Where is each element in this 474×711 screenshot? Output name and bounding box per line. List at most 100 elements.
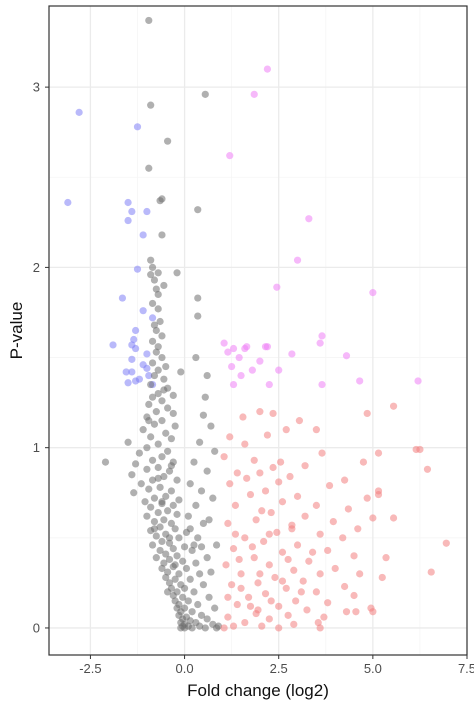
point-not-significant [148, 337, 157, 345]
point-not-significant [152, 554, 160, 562]
point-up-fold-change [250, 554, 258, 562]
point-not-significant [203, 371, 211, 380]
point-not-significant [158, 498, 166, 506]
point-up-fold-change [244, 593, 253, 601]
point-up-fold-change [231, 530, 240, 538]
point-not-significant [173, 552, 181, 560]
y-axis-label: P-value [7, 302, 26, 360]
point-up-fold-change [318, 449, 326, 457]
point-up-fold-change [325, 481, 334, 490]
point-not-significant [147, 101, 155, 109]
point-not-significant [150, 276, 159, 284]
point-down-significant [143, 364, 151, 372]
point-up-fold-change [275, 478, 283, 486]
point-up-significant [229, 344, 238, 353]
point-not-significant [197, 543, 206, 551]
point-up-significant [342, 352, 351, 360]
point-up-significant [369, 289, 377, 297]
point-not-significant [194, 600, 202, 609]
point-up-significant [273, 283, 281, 291]
point-up-significant [235, 353, 243, 362]
point-not-significant [158, 453, 166, 461]
point-up-fold-change [324, 599, 332, 607]
point-not-significant [101, 458, 110, 466]
point-not-significant [177, 368, 185, 376]
point-up-significant [248, 366, 256, 374]
point-not-significant [141, 498, 149, 506]
point-not-significant [192, 353, 200, 362]
point-up-fold-change [363, 409, 371, 418]
point-up-fold-change [250, 456, 258, 464]
point-not-significant [150, 420, 159, 428]
point-up-significant [293, 256, 302, 264]
point-down-significant [128, 368, 136, 376]
point-up-fold-change [224, 593, 232, 601]
point-not-significant [124, 438, 132, 446]
point-up-fold-change [416, 445, 424, 454]
point-up-significant [256, 357, 264, 365]
point-not-significant [147, 503, 155, 511]
point-up-fold-change [374, 490, 383, 499]
point-up-fold-change [231, 501, 240, 509]
point-not-significant [188, 546, 196, 555]
point-not-significant [145, 485, 153, 493]
point-not-significant [152, 285, 160, 293]
point-up-fold-change [290, 566, 298, 574]
point-up-fold-change [246, 602, 255, 610]
point-not-significant [156, 317, 164, 326]
point-up-fold-change [305, 557, 313, 565]
point-up-fold-change [297, 588, 305, 596]
point-not-significant [175, 534, 183, 542]
point-not-significant [150, 371, 159, 380]
point-down-significant [143, 207, 151, 216]
point-not-significant [205, 516, 213, 524]
point-not-significant [179, 557, 187, 565]
point-not-significant [154, 390, 162, 398]
point-not-significant [160, 281, 168, 290]
point-down-significant [143, 350, 151, 358]
point-up-fold-change [267, 508, 275, 517]
point-up-fold-change [423, 465, 432, 473]
point-not-significant [128, 471, 136, 479]
point-not-significant [196, 622, 204, 630]
point-up-fold-change [256, 570, 264, 578]
point-not-significant [158, 417, 166, 425]
point-up-fold-change [427, 568, 435, 576]
point-not-significant [135, 449, 143, 457]
point-not-significant [154, 290, 162, 299]
point-up-fold-change [233, 469, 241, 477]
point-up-fold-change [303, 606, 311, 614]
point-up-significant [318, 332, 326, 340]
point-not-significant [148, 263, 157, 271]
point-down-significant [122, 368, 130, 376]
point-up-fold-change [389, 402, 398, 410]
x-axis-label: Fold change (log2) [187, 681, 329, 700]
point-up-significant [318, 380, 326, 389]
point-not-significant [162, 362, 170, 371]
point-not-significant [160, 559, 168, 567]
point-up-fold-change [233, 600, 241, 609]
point-not-significant [182, 564, 191, 573]
plot-panel-border [48, 5, 468, 656]
point-up-fold-change [237, 570, 245, 578]
point-up-fold-change [261, 590, 270, 598]
point-not-significant [154, 474, 162, 482]
point-not-significant [152, 348, 160, 356]
point-not-significant [145, 16, 153, 25]
point-not-significant [160, 516, 168, 524]
point-not-significant [160, 375, 168, 383]
point-not-significant [175, 496, 183, 504]
point-not-significant [194, 534, 202, 542]
point-up-fold-change [256, 408, 264, 416]
point-down-significant [118, 294, 127, 302]
point-not-significant [184, 597, 192, 605]
point-not-significant [203, 554, 211, 562]
x-tick-label: 0.0 [176, 661, 194, 676]
point-not-significant [180, 624, 189, 632]
point-up-fold-change [229, 622, 238, 630]
point-up-significant [220, 339, 228, 347]
point-down-significant [139, 231, 147, 239]
point-up-significant [305, 215, 313, 223]
point-down-significant [132, 326, 140, 335]
point-up-fold-change [228, 581, 236, 589]
